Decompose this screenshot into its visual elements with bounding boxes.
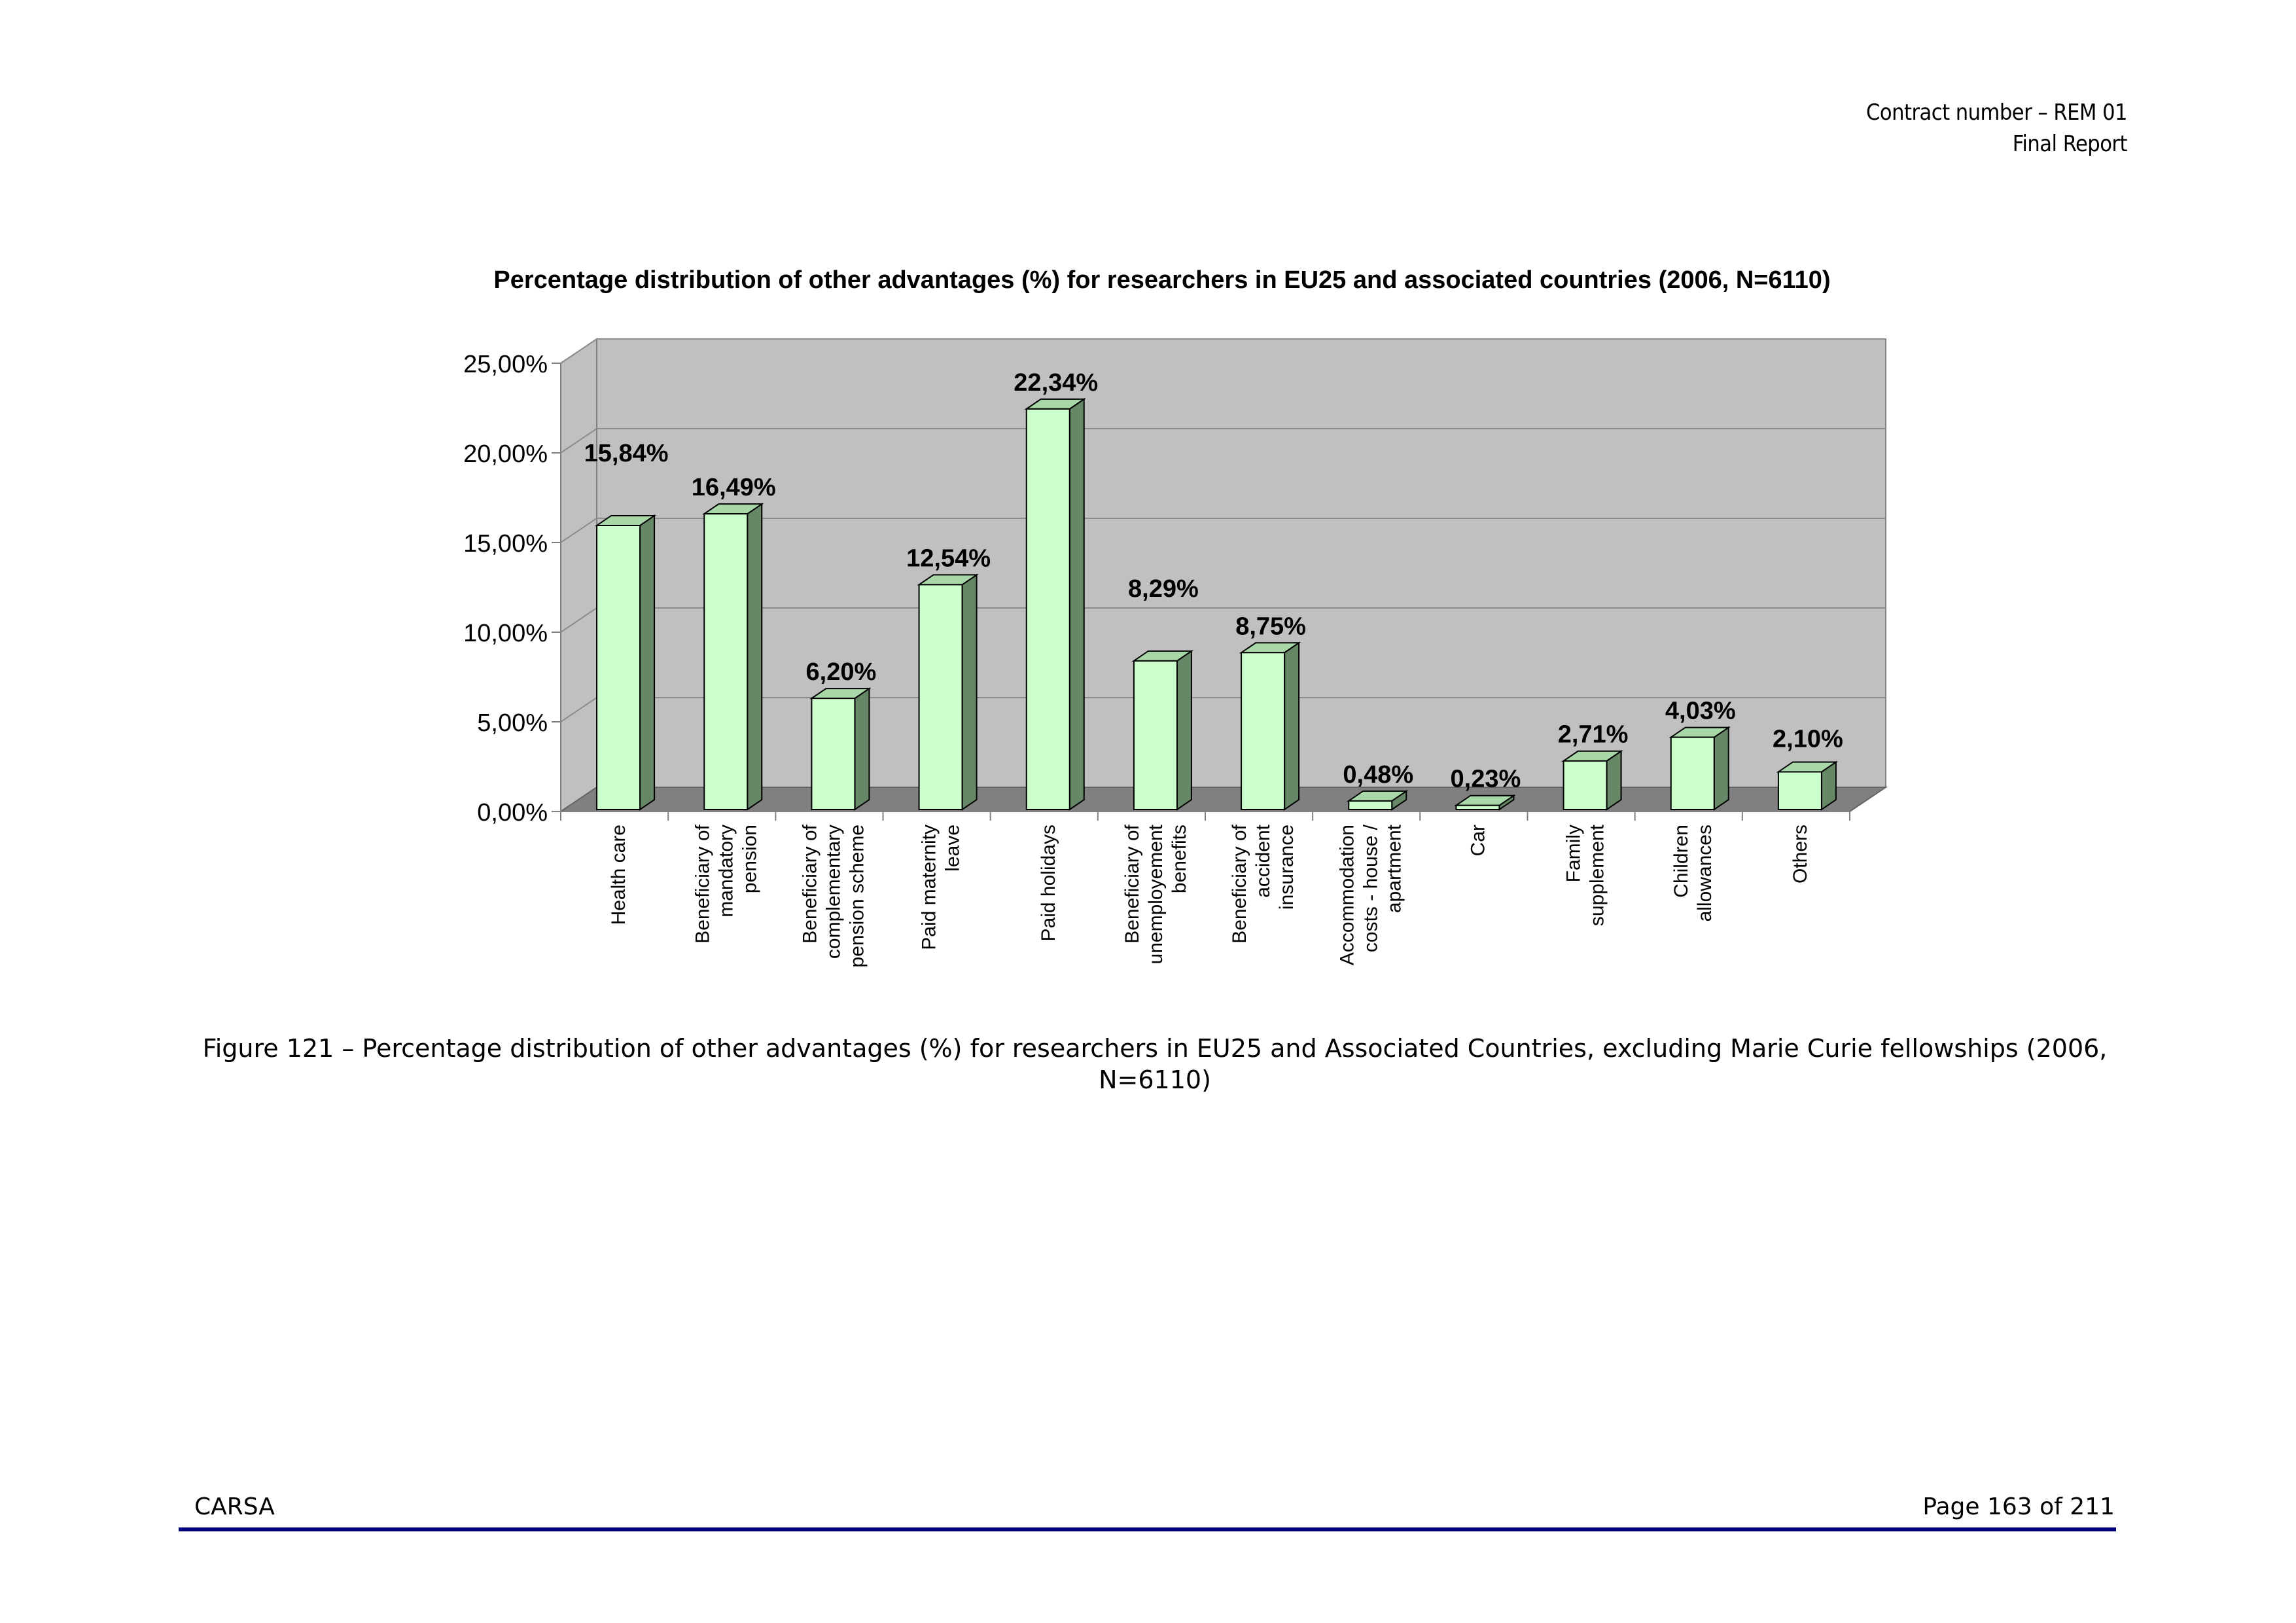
gridline-side [560, 518, 597, 543]
data-label: 0,48% [1343, 761, 1413, 789]
bar [1241, 652, 1286, 810]
x-tick-label-line: complementary [822, 825, 844, 959]
x-tick-label-line: costs - house / [1360, 824, 1381, 952]
data-label: 16,49% [692, 474, 776, 501]
bar [1777, 771, 1822, 810]
side-wall [560, 338, 597, 813]
footer-rule [179, 1527, 2116, 1531]
x-tick-label: Family supplement [1563, 824, 1608, 926]
report-type: Final Report [2012, 131, 2128, 157]
bar [1563, 760, 1608, 810]
x-tick-label: Others [1790, 825, 1811, 883]
data-label: 12,54% [906, 544, 991, 572]
x-tick-label-line: pension [739, 825, 760, 893]
chart-title: Percentage distribution of other advanta… [493, 266, 1830, 294]
x-tick-label-line: supplement [1587, 824, 1608, 926]
bar-chart: Percentage distribution of other advanta… [463, 266, 1888, 967]
x-tick-label: Children allowances [1670, 825, 1716, 921]
data-label: 22,34% [1014, 369, 1098, 397]
page-header: Contract number – REM 01 Final Report [1866, 97, 2128, 160]
x-tick-label: Beneficiary of unemployement benefits [1122, 824, 1190, 964]
x-tick-label-line: Paid maternity [919, 825, 940, 950]
footer-page-number: Page 163 of 211 [1922, 1493, 2115, 1520]
x-tick-label: Paid holidays [1038, 825, 1059, 941]
y-tick-label: 0,00% [477, 799, 548, 827]
bar [811, 698, 856, 810]
x-tick-label: Health care [608, 825, 629, 925]
x-tick-label-line: Accommodation [1336, 825, 1358, 965]
bar-side [854, 687, 870, 811]
figure-caption: Figure 121 – Percentage distribution of … [202, 1034, 2108, 1094]
x-tick-label-line: Beneficiary of [1122, 824, 1143, 943]
footer-company: CARSA [194, 1493, 275, 1520]
data-label: 15,84% [584, 440, 669, 467]
x-tick-label: Paid maternity leave [919, 825, 964, 950]
x-tick-label-line: Beneficiary of [1229, 824, 1250, 943]
data-label: 2,71% [1558, 721, 1629, 749]
data-label: 8,75% [1235, 613, 1306, 640]
x-tick-label-line: mandatory [715, 825, 737, 918]
x-tick-label-line: leave [942, 825, 964, 872]
x-tick-label-line: benefits [1169, 825, 1190, 893]
bar [1348, 800, 1393, 811]
bar-side [1069, 397, 1085, 811]
bar-side [639, 514, 656, 811]
gridline-side [560, 607, 597, 633]
x-tick-label-line: allowances [1694, 825, 1716, 921]
bar-side [1713, 726, 1729, 811]
y-tick-label: 20,00% [463, 440, 548, 468]
x-tick-label-line: Beneficiary of [692, 824, 713, 943]
data-label: 6,20% [806, 658, 877, 686]
x-tick-label: Accommodation costs - house / apartment [1336, 824, 1405, 965]
x-tick-label-line: Children [1670, 825, 1692, 898]
bar-side [1176, 649, 1192, 811]
x-tick-label-line: Family [1563, 825, 1585, 882]
y-tick-label: 15,00% [463, 530, 548, 558]
contract-number: Contract number – REM 01 [1866, 99, 2128, 126]
x-tick-label-line: insurance [1276, 825, 1298, 910]
y-tick-label: 10,00% [463, 620, 548, 647]
bar-side [961, 573, 978, 811]
x-tick-label-line: Car [1467, 825, 1489, 856]
gridline-side [560, 697, 597, 722]
x-tick-label: Beneficiary of complementary pension schem… [799, 824, 868, 967]
x-tick-label-line: Beneficiary of [799, 824, 821, 943]
bar [1133, 660, 1178, 810]
x-tick-label-line: pension scheme [846, 825, 868, 967]
data-label: 8,29% [1128, 575, 1199, 603]
x-tick-label-line: Paid holidays [1038, 825, 1059, 941]
bar-side [747, 503, 763, 811]
data-label: 2,10% [1773, 725, 1843, 753]
bar [918, 584, 963, 810]
bar [703, 513, 749, 810]
y-tick-label: 25,00% [463, 351, 548, 378]
bar [1455, 804, 1500, 810]
x-tick-label: Beneficiary of accident insurance [1229, 824, 1298, 943]
data-label: 0,23% [1451, 766, 1521, 793]
gridline-side [560, 338, 597, 364]
x-tick-label-line: accident [1252, 824, 1274, 897]
x-tick-label-line: Others [1790, 825, 1811, 883]
x-tick-label-line: Health care [608, 825, 629, 925]
bar-side [1284, 641, 1300, 811]
y-tick-label: 5,00% [477, 709, 548, 737]
x-tick-label: Car [1467, 825, 1489, 856]
gridline-side [560, 428, 597, 454]
data-label: 4,03% [1665, 698, 1736, 725]
x-tick-label: Beneficiary of mandatory pension [692, 824, 760, 943]
bar [1670, 736, 1715, 810]
x-tick-label-line: unemployement [1145, 824, 1167, 964]
bar [1025, 408, 1070, 810]
bar [596, 524, 641, 810]
x-tick-label-line: apartment [1383, 824, 1405, 913]
